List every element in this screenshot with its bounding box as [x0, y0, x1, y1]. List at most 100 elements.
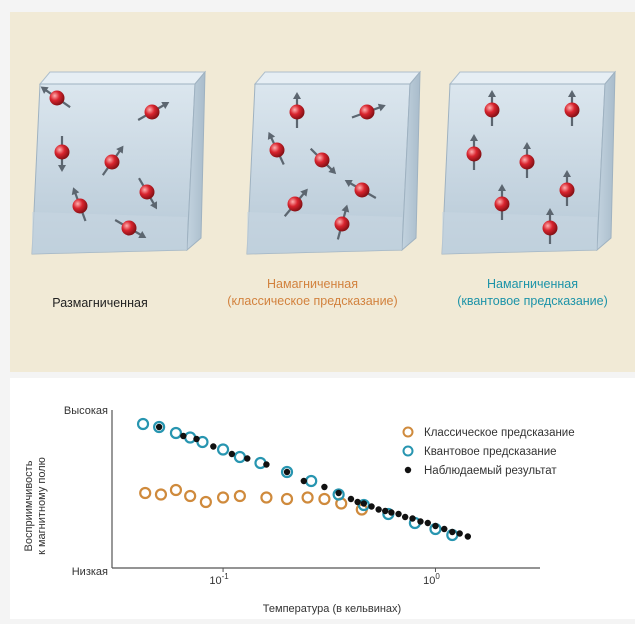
spin: [351, 103, 386, 120]
spin: [101, 145, 124, 176]
legend-item: Классическое предсказание: [402, 426, 575, 439]
classical-point: [199, 495, 212, 509]
spin: [494, 184, 510, 220]
observed-point: [263, 461, 270, 468]
ice-cubes-illustration: [31, 70, 617, 255]
classical-point: [260, 491, 273, 504]
legend-marker: [404, 466, 412, 474]
observed-point: [321, 483, 328, 491]
quantum-point: [216, 443, 230, 456]
observed-point: [354, 498, 361, 506]
observed-point: [417, 518, 424, 525]
state-label-quantum-subtitle: (квантовое предсказание): [457, 294, 608, 308]
spin-diagram-panel: Размагниченная Намагниченная (классическ…: [10, 12, 635, 372]
quantum-point: [169, 426, 183, 440]
state-label-quantum-title: Намагниченная: [487, 277, 578, 291]
spin: [289, 92, 305, 128]
spin: [267, 131, 285, 165]
chart-ticks: Высокая Низкая 10-1 100: [64, 405, 440, 587]
chart-marks: [136, 417, 472, 542]
spin: [54, 136, 70, 172]
ice-cube: [246, 70, 422, 255]
state-label-demagnetized: Размагниченная: [52, 296, 148, 310]
spin: [309, 147, 337, 175]
legend-item: Квантовое предсказание: [402, 445, 557, 458]
classical-point: [233, 489, 246, 503]
observed-point: [155, 423, 163, 431]
observed-point: [382, 507, 389, 515]
legend-marker: [402, 445, 414, 457]
spin: [519, 142, 535, 178]
quantum-point: [305, 474, 318, 488]
quantum-point: [233, 450, 246, 464]
observed-point: [401, 513, 409, 521]
classical-point: [216, 491, 230, 504]
x-axis-title: Температура (в кельвинах): [263, 603, 401, 615]
legend-label: Классическое предсказание: [424, 427, 575, 439]
classical-point: [280, 492, 294, 506]
observed-point: [244, 455, 251, 462]
state-label-classical-subtitle: (классическое предсказание): [227, 294, 398, 308]
observed-point: [464, 533, 472, 540]
spin: [344, 180, 377, 199]
observed-point: [424, 519, 431, 527]
spin: [466, 134, 482, 170]
quantum-point: [280, 465, 294, 479]
spin: [484, 90, 500, 126]
state-label-classical-title: Намагниченная: [267, 277, 358, 291]
classical-point: [184, 489, 197, 503]
spin: [71, 187, 88, 222]
observed-point: [409, 515, 416, 522]
susceptibility-chart: Восприимчивость к магнитному полю Темпер…: [23, 405, 575, 615]
observed-point: [456, 530, 463, 537]
observed-point: [375, 506, 382, 513]
quantum-point: [184, 431, 197, 444]
ice-cube: [441, 70, 617, 255]
observed-point: [432, 522, 439, 530]
observed-point: [193, 435, 200, 443]
observed-point: [347, 495, 355, 503]
observed-point: [283, 468, 291, 476]
y-axis-title-line1: Восприимчивость: [23, 460, 35, 551]
classical-point: [318, 492, 331, 506]
observed-point: [449, 528, 456, 536]
spin: [114, 219, 147, 238]
legend-label: Наблюдаемый результат: [424, 465, 557, 477]
legend-label: Квантовое предсказание: [424, 446, 557, 458]
ice-cube: [31, 70, 207, 255]
y-tick-label: Низкая: [72, 566, 108, 578]
classical-point: [169, 483, 183, 497]
legend-marker: [402, 426, 414, 438]
spin: [138, 177, 157, 210]
observed-point: [360, 500, 368, 507]
quantum-point: [153, 420, 166, 434]
state-caption-quantum: Намагниченная (квантовое предсказание): [430, 276, 635, 310]
state-caption-demagnetized: Размагниченная: [30, 295, 170, 312]
observed-point: [300, 477, 308, 485]
spin: [137, 102, 170, 121]
spin: [564, 90, 580, 126]
spin: [334, 204, 350, 240]
observed-point: [395, 510, 402, 518]
observed-point: [441, 525, 448, 533]
observed-point: [228, 450, 236, 458]
y-tick-label: Высокая: [64, 405, 108, 417]
spin: [283, 188, 308, 217]
classical-point: [154, 488, 168, 501]
spin: [40, 86, 71, 109]
quantum-point: [136, 417, 150, 431]
observed-point: [180, 432, 187, 440]
classical-point: [301, 491, 314, 504]
observed-point: [210, 443, 217, 450]
spin: [559, 170, 575, 206]
classical-point: [139, 486, 152, 500]
x-tick-label: 100: [423, 572, 440, 587]
observed-point: [335, 489, 342, 497]
quantum-point: [332, 488, 345, 501]
chart-axes: [111, 410, 540, 569]
observed-point: [388, 509, 395, 516]
spin: [542, 208, 558, 244]
observed-point: [368, 503, 375, 510]
y-axis-title-line2: к магнитному полю: [36, 457, 48, 555]
